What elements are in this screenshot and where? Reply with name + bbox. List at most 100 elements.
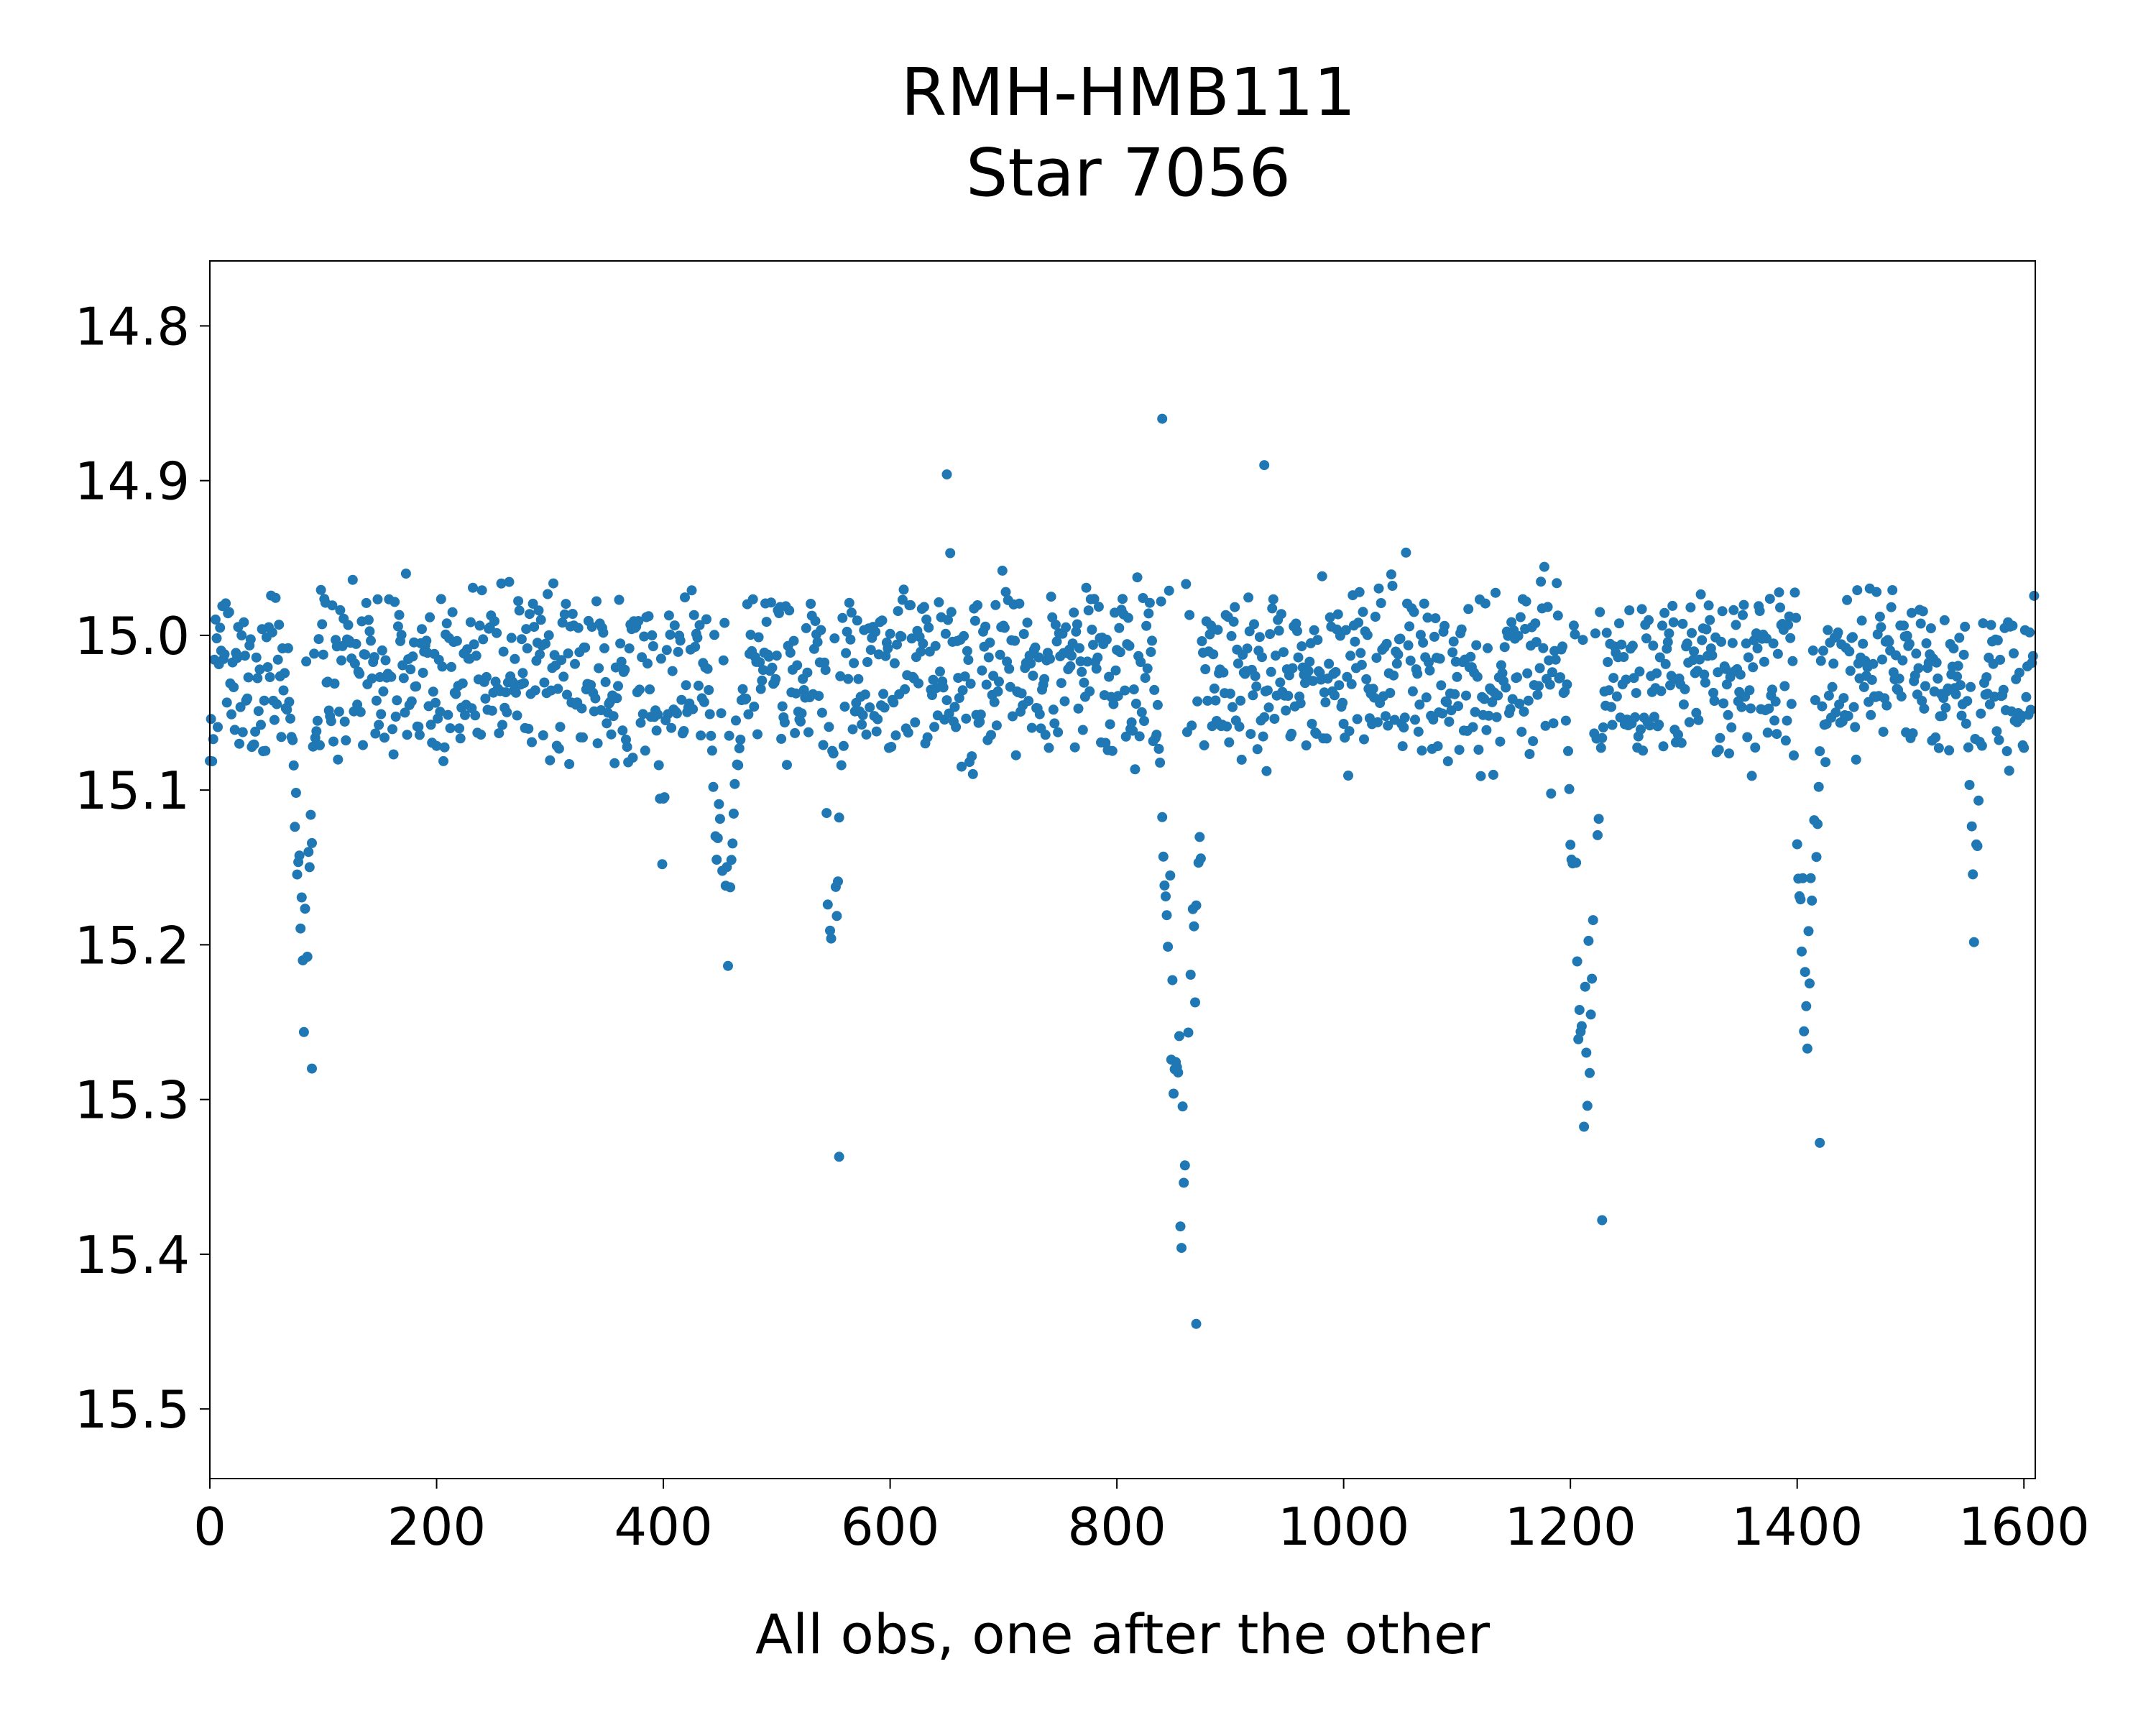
data-point — [810, 616, 821, 626]
data-point — [1107, 745, 1118, 756]
data-point — [1452, 671, 1462, 682]
data-point — [812, 637, 823, 648]
data-point — [1233, 658, 1243, 669]
data-point — [723, 960, 733, 971]
data-point — [1519, 707, 1529, 717]
data-point — [1956, 710, 1967, 721]
data-point — [741, 694, 752, 704]
data-point — [872, 714, 883, 725]
data-point — [455, 733, 466, 744]
data-point — [1177, 1101, 1188, 1112]
data-point — [728, 808, 739, 819]
y-axis: 14.8 14.9 15.0 15.1 15.2 15.3 15.4 15.5 — [75, 296, 210, 1440]
data-point — [1448, 636, 1459, 647]
data-point — [1016, 688, 1027, 699]
data-point — [1153, 743, 1164, 754]
data-point — [1146, 647, 1156, 657]
data-point — [1904, 638, 1915, 649]
data-point — [1030, 642, 1041, 653]
data-point — [1789, 587, 1800, 598]
data-point — [1752, 643, 1763, 653]
data-point — [1764, 594, 1775, 605]
data-point — [918, 638, 929, 649]
data-point — [1386, 569, 1396, 580]
data-point — [1791, 612, 1802, 623]
data-point — [1815, 1137, 1825, 1148]
data-point — [1161, 910, 1172, 921]
data-point — [235, 702, 246, 712]
data-point — [1350, 636, 1360, 647]
data-point — [498, 646, 509, 657]
data-point — [1412, 668, 1423, 679]
data-point — [1877, 654, 1887, 665]
data-point — [1134, 731, 1145, 742]
data-point — [1921, 638, 1932, 648]
data-point — [1286, 728, 1297, 739]
x-tick-label: 200 — [387, 1497, 486, 1557]
data-point — [1497, 668, 1508, 679]
data-point — [1291, 618, 1302, 629]
data-point — [1271, 651, 1281, 661]
data-point — [1353, 617, 1364, 628]
y-tick-label: 15.4 — [75, 1225, 190, 1285]
data-point — [367, 673, 377, 684]
data-point — [1419, 598, 1429, 609]
data-point — [242, 693, 253, 704]
data-point — [315, 740, 325, 750]
data-point — [731, 715, 741, 726]
data-point — [1668, 617, 1679, 628]
data-point — [1789, 750, 1799, 760]
data-point — [400, 707, 410, 718]
data-point — [553, 743, 564, 754]
data-point — [307, 1063, 317, 1074]
data-point — [675, 635, 686, 646]
data-point — [1562, 679, 1572, 690]
data-point — [791, 688, 801, 699]
data-point — [613, 681, 623, 691]
data-point — [343, 620, 354, 630]
data-point — [347, 574, 358, 585]
data-point — [609, 758, 620, 768]
data-point — [1416, 745, 1427, 756]
data-point — [1780, 735, 1791, 746]
data-point — [290, 788, 301, 798]
data-point — [1532, 689, 1543, 700]
data-point — [725, 882, 736, 893]
data-point — [1960, 621, 1971, 632]
data-point — [1169, 1088, 1179, 1099]
data-point — [877, 615, 888, 626]
data-point — [1660, 658, 1671, 669]
data-point — [846, 607, 857, 618]
data-point — [1245, 729, 1256, 740]
data-point — [237, 727, 248, 737]
data-point — [1546, 789, 1557, 799]
data-point — [1682, 638, 1692, 649]
data-point — [254, 664, 265, 675]
data-point — [519, 678, 529, 689]
data-point — [250, 726, 261, 737]
data-point — [941, 469, 952, 479]
data-point — [865, 702, 875, 713]
x-tick-label: 600 — [841, 1497, 939, 1557]
data-point — [1939, 615, 1950, 625]
data-point — [624, 643, 635, 654]
data-point — [1813, 781, 1824, 792]
data-point — [1034, 709, 1045, 720]
data-point — [278, 685, 289, 696]
data-point — [431, 740, 442, 751]
data-point — [1410, 714, 1420, 725]
data-point — [1252, 744, 1263, 755]
data-point — [1110, 665, 1121, 676]
data-point — [1579, 1121, 1590, 1132]
data-point — [1056, 678, 1067, 689]
data-point — [1585, 1067, 1595, 1078]
data-point — [1434, 653, 1445, 664]
data-point — [234, 738, 244, 749]
data-point — [1618, 652, 1629, 662]
data-point — [301, 656, 312, 667]
data-point — [814, 691, 824, 702]
data-point — [1483, 643, 1493, 653]
data-point — [543, 630, 554, 640]
data-point — [1429, 631, 1439, 642]
data-point — [1413, 726, 1424, 737]
